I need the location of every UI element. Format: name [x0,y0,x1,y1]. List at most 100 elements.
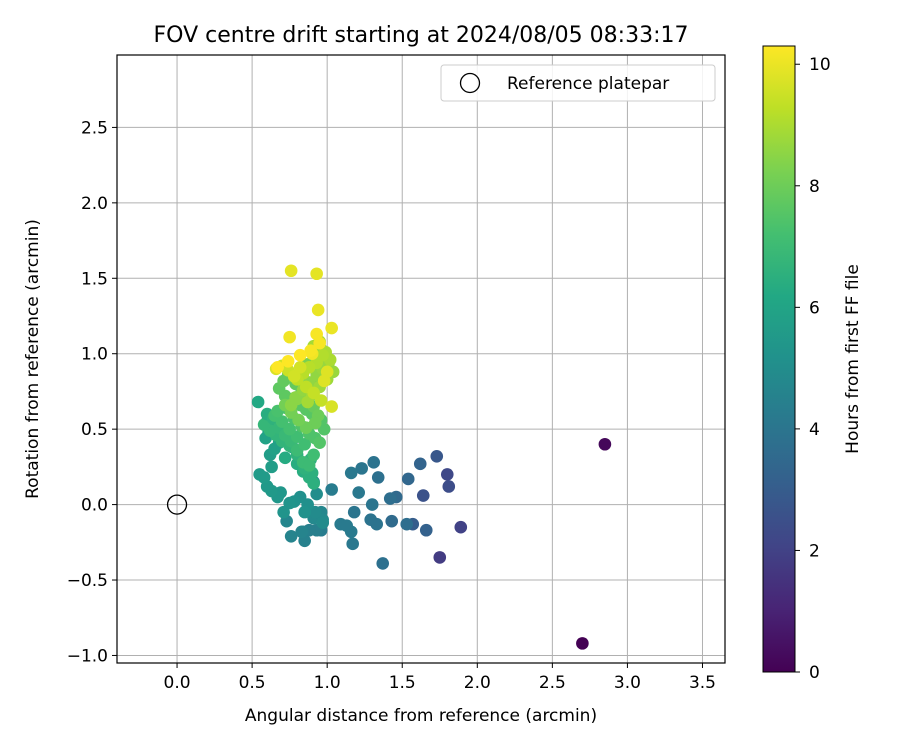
scatter-point [355,462,369,475]
colorbar-tick-label: 6 [809,298,820,318]
scatter-point [283,330,296,344]
reference-platepar-marker [166,494,188,515]
scatter-point [284,264,298,278]
scatter-point [307,477,320,490]
plot-frame [116,54,726,664]
scatter-point [283,496,296,510]
reference-marker-layer [166,494,188,515]
scatter-point [298,505,311,519]
scatter-point [325,483,338,496]
scatter-point [442,480,456,493]
scatter-point [316,516,329,529]
x-tick-label: 2.5 [539,673,566,693]
grid-lines [117,55,725,663]
scatter-point [367,456,381,469]
scatter-point [385,514,399,528]
scatter-point [287,370,301,383]
scatter-point [295,525,308,539]
scatter-point [265,460,278,474]
x-tick-label: 1.0 [314,673,341,693]
y-tick-label: −1.0 [67,646,108,666]
x-axis-ticks: 0.0 0.5 1.0 1.5 2.0 2.5 3.0 3.5 [164,663,716,693]
y-tick-label: 1.0 [81,345,108,365]
scatter-point [400,517,414,531]
scatter-point [347,505,361,519]
scatter-point [433,551,447,564]
scatter-point [365,498,379,511]
legend: Reference platepar [440,64,716,102]
y-tick-label: 2.5 [81,118,108,138]
y-tick-label: 0.5 [81,420,108,440]
scatter-point [310,487,323,501]
scatter-point [325,321,338,335]
scatter-point [340,519,353,533]
x-tick-label: 0.5 [239,673,266,693]
scatter-point [314,394,328,407]
scatter-point [413,457,427,471]
legend-entry-reference-platepar: Reference platepar [507,74,669,94]
legend-marker-open-circle [459,72,481,94]
scatter-point [440,468,454,481]
scatter-point [383,492,397,505]
scatter-point [302,459,316,472]
scatter-point [301,395,314,409]
scatter-point [253,468,266,481]
scatter-point [257,418,271,431]
scatter-point [277,505,290,519]
colorbar: 0 2 4 6 8 10 Hours from first FF file [762,45,863,683]
scatter-point [576,637,589,650]
scatter-point [281,354,295,368]
scatter-point [313,436,326,450]
legend-box [440,64,716,102]
colorbar-tick-label: 4 [809,420,820,440]
colorbar-tick-label: 0 [809,663,820,683]
scatter-point [401,472,415,486]
scatter-point [304,344,317,358]
x-tick-label: 0.0 [164,673,191,693]
scatter-point [271,360,284,374]
scatter-point [310,267,323,281]
scatter-point [352,486,365,499]
colorbar-gradient [762,45,796,673]
data-points [251,264,612,650]
scatter-point [325,400,338,413]
colorbar-ticks: 0 2 4 6 8 10 [795,55,831,683]
x-tick-label: 1.5 [389,673,416,693]
colorbar-tick-label: 2 [809,541,820,561]
scatter-point [293,348,307,362]
scatter-point [364,513,378,526]
x-tick-label: 3.0 [614,673,641,693]
colorbar-label: Hours from first FF file [843,264,863,454]
y-tick-label: −0.5 [67,571,108,591]
scatter-point [317,374,331,388]
colorbar-tick-label: 8 [809,177,820,197]
scatter-point [371,471,385,484]
y-tick-label: 1.5 [81,269,108,289]
scatter-point [346,537,359,551]
scatter-point [598,437,612,451]
x-tick-label: 2.0 [464,673,491,693]
x-tick-label: 3.5 [689,673,716,693]
scatter-point [419,523,433,537]
scatter-point [278,451,292,465]
colorbar-tick-label: 10 [809,55,831,75]
scatter-point [311,303,325,317]
chart-title: FOV centre drift starting at 2024/08/05 … [154,23,689,48]
scatter-point [313,336,326,350]
scatter-point [454,520,468,534]
scatter-point [344,466,358,480]
scatter-point [430,450,444,463]
scatter-point [251,395,265,409]
scatter-point [293,360,307,374]
scatter-point [416,489,430,502]
scatter-point [307,448,320,462]
y-tick-label: 2.0 [81,194,108,214]
y-axis-label: Rotation from reference (arcmin) [23,219,43,499]
scatter-point [376,557,390,570]
x-axis-label: Angular distance from reference (arcmin) [245,706,597,726]
y-axis-ticks: −1.0 −0.5 0.0 0.5 1.0 1.5 2.0 2.5 [67,118,117,666]
scatter-point [284,529,298,543]
y-tick-label: 0.0 [81,496,108,516]
